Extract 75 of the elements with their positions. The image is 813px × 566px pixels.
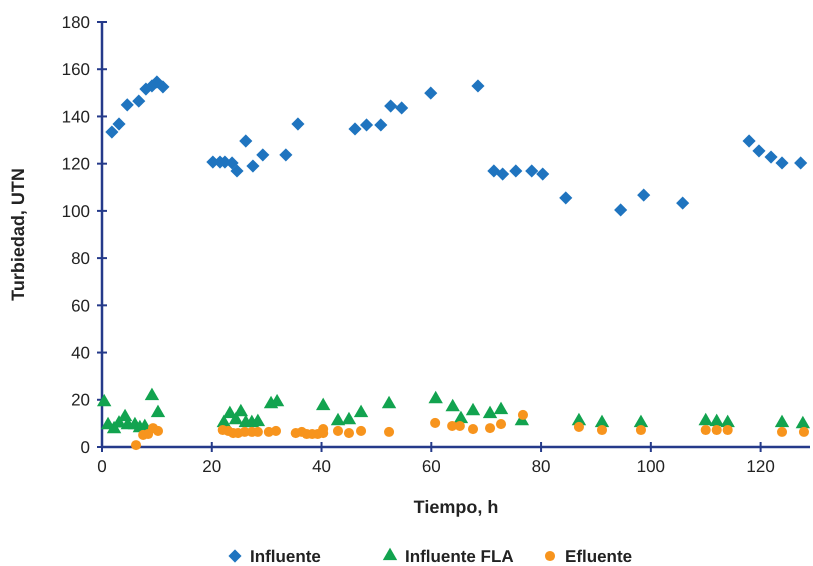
point — [424, 86, 438, 100]
y-tick-label: 20 — [71, 390, 90, 410]
y-tick-label: 100 — [62, 202, 90, 221]
point — [776, 426, 788, 437]
point — [270, 426, 282, 436]
x-tick-label: 100 — [636, 457, 666, 476]
point — [348, 122, 362, 136]
point — [356, 426, 366, 436]
point — [518, 410, 528, 420]
y-tick-label: 160 — [62, 60, 90, 80]
point — [256, 148, 270, 162]
x-tick-label: 80 — [532, 457, 551, 476]
point — [637, 188, 650, 202]
point — [332, 426, 344, 436]
point — [454, 420, 465, 432]
point — [764, 150, 778, 164]
point — [291, 117, 305, 131]
point — [120, 98, 134, 112]
legend-label: Efluente — [565, 546, 632, 566]
point — [559, 191, 572, 204]
point — [395, 101, 408, 115]
y-tick-label: 80 — [71, 249, 90, 268]
point — [230, 164, 244, 178]
point — [509, 164, 522, 178]
point — [496, 419, 506, 430]
y-tick-label: 0 — [80, 438, 90, 457]
point — [712, 424, 722, 436]
x-tick-label: 0 — [97, 457, 107, 476]
point — [742, 134, 756, 148]
point — [596, 424, 608, 436]
point — [487, 164, 500, 178]
point — [384, 426, 394, 437]
point — [536, 167, 550, 181]
point — [676, 196, 690, 210]
point — [360, 118, 374, 132]
point — [152, 426, 164, 436]
point — [484, 423, 496, 434]
point — [132, 94, 146, 108]
point — [430, 418, 440, 428]
point — [471, 79, 485, 93]
point — [722, 424, 733, 436]
legend-label: Influente — [250, 546, 321, 566]
x-tick-label: 60 — [422, 457, 441, 476]
point — [636, 424, 646, 436]
point — [239, 134, 252, 148]
point — [752, 144, 766, 158]
point — [279, 148, 292, 162]
point — [798, 426, 810, 437]
point — [130, 440, 142, 450]
y-tick-label: 40 — [71, 344, 90, 363]
point — [794, 156, 808, 170]
point — [384, 99, 398, 113]
x-tick-label: 40 — [312, 457, 331, 476]
point — [525, 164, 538, 178]
y-tick-label: 120 — [62, 154, 90, 174]
y-axis-title: Turbiedad, UTN — [8, 168, 28, 301]
point — [246, 159, 260, 173]
x-tick-label: 20 — [202, 457, 222, 476]
point — [105, 125, 118, 139]
point — [112, 117, 126, 131]
point — [775, 156, 789, 170]
point — [344, 428, 354, 438]
y-tick-label: 60 — [71, 296, 90, 316]
x-axis-title: Tiempo, h — [414, 497, 498, 517]
point — [374, 118, 388, 132]
legend-label: Influente FLA — [405, 546, 514, 566]
point — [614, 203, 628, 217]
x-tick-label: 120 — [746, 457, 775, 476]
point — [156, 80, 170, 94]
point — [574, 422, 584, 432]
y-tick-label: 140 — [62, 107, 90, 126]
y-tick-label: 180 — [62, 12, 90, 32]
point — [496, 167, 510, 181]
point — [700, 424, 711, 436]
point — [468, 424, 478, 434]
